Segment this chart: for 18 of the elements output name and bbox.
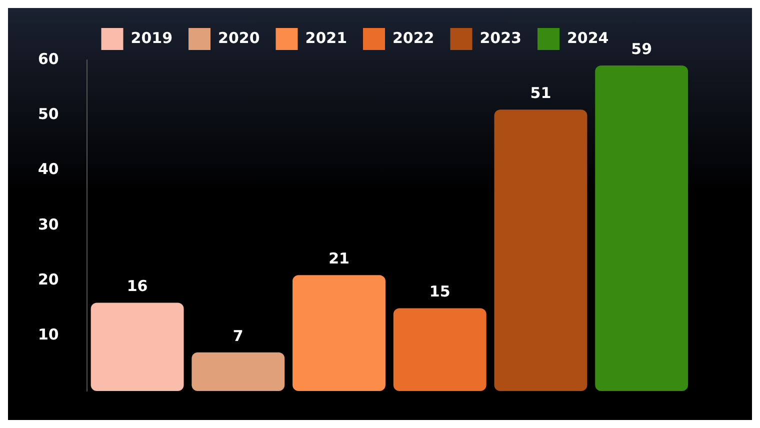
data-label: 16 — [126, 277, 148, 296]
legend-label: 2024 — [566, 28, 609, 47]
data-label: 51 — [530, 84, 552, 102]
legend-label: 2020 — [218, 28, 260, 47]
legend-label: 2023 — [480, 28, 522, 47]
legend-label: 2019 — [130, 28, 173, 47]
y-tick-label: 50 — [38, 105, 59, 124]
data-label: 15 — [429, 282, 450, 301]
y-tick-label: 20 — [38, 270, 59, 289]
y-tick-label: 60 — [38, 50, 59, 68]
y-tick-label: 40 — [38, 160, 59, 178]
legend-label: 2022 — [392, 28, 434, 47]
data-label: 7 — [232, 326, 244, 345]
data-label: 21 — [328, 250, 350, 268]
y-tick-label: 30 — [38, 215, 59, 234]
data-label: 59 — [631, 40, 652, 58]
legend-label: 2021 — [305, 28, 347, 47]
y-tick-label: 10 — [38, 326, 59, 344]
